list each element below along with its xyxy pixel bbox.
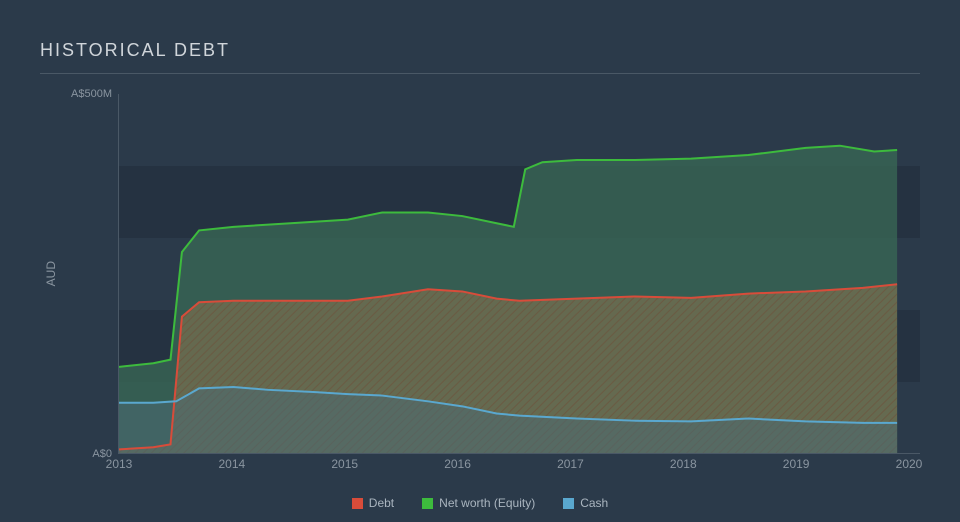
- x-tick: 2015: [331, 457, 358, 471]
- legend-item-debt: Debt: [352, 496, 394, 510]
- x-tick: 2014: [218, 457, 245, 471]
- chart-title: HISTORICAL DEBT: [40, 40, 920, 74]
- x-tick: 2018: [670, 457, 697, 471]
- x-tick: 2016: [444, 457, 471, 471]
- legend-item-equity: Net worth (Equity): [422, 496, 535, 510]
- x-tick: 2013: [106, 457, 133, 471]
- chart-wrap: AUD A$0A$500M 20132014201520162017201820…: [40, 94, 920, 454]
- legend-label: Cash: [580, 496, 608, 510]
- legend-label: Net worth (Equity): [439, 496, 535, 510]
- x-tick: 2020: [896, 457, 923, 471]
- legend-item-cash: Cash: [563, 496, 608, 510]
- debt-swatch: [352, 498, 363, 509]
- y-axis-label: AUD: [40, 261, 58, 286]
- x-tick: 2019: [783, 457, 810, 471]
- y-tick: A$500M: [71, 88, 112, 100]
- chart-svg: [119, 94, 920, 453]
- cash-swatch: [563, 498, 574, 509]
- legend-label: Debt: [369, 496, 394, 510]
- y-axis: A$0A$500M: [58, 94, 118, 454]
- x-tick: 2017: [557, 457, 584, 471]
- chart-container: HISTORICAL DEBT AUD A$0A$500M 2013201420…: [0, 0, 960, 522]
- legend: Debt Net worth (Equity) Cash: [0, 496, 960, 510]
- plot-area: 20132014201520162017201820192020: [118, 94, 920, 454]
- equity-swatch: [422, 498, 433, 509]
- x-axis: 20132014201520162017201820192020: [119, 453, 920, 475]
